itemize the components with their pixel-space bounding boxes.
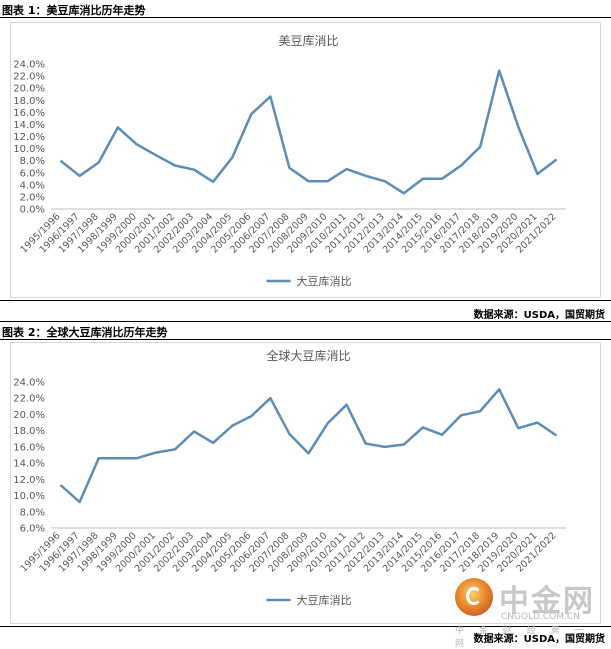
chart-title: 全球大豆库消比 bbox=[266, 348, 350, 363]
y-tick-label: 8.0% bbox=[20, 507, 45, 518]
chart-2-container: 全球大豆库消比 6.0% 8.0% 10.0% 12.0% 14.0% 16.0% 18.0%… bbox=[10, 342, 601, 624]
figure-1-header: 图表 1：美豆库消比历年走势 bbox=[0, 0, 611, 18]
y-tick-label: 22.0% bbox=[13, 394, 45, 405]
legend-label: 大豆库消比 bbox=[297, 274, 352, 288]
y-tick-label: 10.0% bbox=[13, 144, 45, 155]
watermark-domain: CNGOLD.COM.CN bbox=[501, 612, 580, 622]
y-tick-label: 2.0% bbox=[20, 192, 45, 203]
y-tick-label: 16.0% bbox=[13, 442, 45, 453]
divider bbox=[0, 626, 611, 627]
watermark-name: 中金网 bbox=[499, 584, 595, 619]
y-tick-label: 12.0% bbox=[13, 475, 45, 486]
chart-2: 全球大豆库消比 6.0% 8.0% 10.0% 12.0% 14.0% 16.0% 18.0%… bbox=[13, 348, 566, 607]
series-line bbox=[59, 388, 558, 504]
figure-1-source: 数据来源：USDA，国贸期货 bbox=[473, 310, 605, 321]
chart-1-container: 美豆库消比 0.0% 2.0% 4.0% 6.0% 8.0% 10.0% 12.0% 14.0%… bbox=[10, 22, 601, 298]
y-tick-label: 18.0% bbox=[13, 96, 45, 107]
y-tick-label: 14.0% bbox=[13, 459, 45, 470]
figure-2-header: 图表 2：全球大豆库消比历年走势 bbox=[0, 322, 611, 340]
divider bbox=[0, 300, 611, 301]
watermark-tagline: 中 金 财 经 第 一 网 bbox=[455, 626, 590, 649]
watermark: 中金网 CNGOLD.COM.CN 中 金 财 经 第 一 网 bbox=[455, 576, 605, 649]
chart-title: 美豆库消比 bbox=[278, 33, 338, 48]
y-tick-label: 8.0% bbox=[20, 156, 45, 167]
y-tick-label: 6.0% bbox=[20, 168, 45, 179]
y-tick-label: 4.0% bbox=[20, 180, 45, 191]
y-tick-label: 18.0% bbox=[13, 426, 45, 437]
y-tick-label: 10.0% bbox=[13, 491, 45, 502]
cngold-logo-icon bbox=[455, 578, 493, 616]
divider bbox=[0, 321, 611, 322]
figure-2-source: 数据来源：USDA，国贸期货 bbox=[473, 634, 605, 645]
y-tick-label: 24.0% bbox=[13, 378, 45, 389]
y-tick-label: 6.0% bbox=[20, 524, 45, 535]
y-tick-label: 20.0% bbox=[13, 84, 45, 95]
y-tick-label: 20.0% bbox=[13, 410, 45, 421]
y-tick-label: 14.0% bbox=[13, 120, 45, 131]
y-tick-label: 0.0% bbox=[20, 205, 45, 216]
figure-2-title: 图表 2：全球大豆库消比历年走势 bbox=[2, 326, 168, 339]
y-tick-label: 22.0% bbox=[13, 72, 45, 83]
legend-label: 大豆库消比 bbox=[297, 593, 352, 607]
chart-1: 美豆库消比 0.0% 2.0%4.0%6.0%8.0%10.0%12.0%14.0%… bbox=[13, 33, 566, 288]
y-tick-label: 24.0% bbox=[13, 60, 45, 71]
y-tick-label: 16.0% bbox=[13, 108, 45, 119]
figure-1-title: 图表 1：美豆库消比历年走势 bbox=[2, 4, 146, 17]
series-line bbox=[59, 69, 558, 195]
y-tick-label: 12.0% bbox=[13, 132, 45, 143]
